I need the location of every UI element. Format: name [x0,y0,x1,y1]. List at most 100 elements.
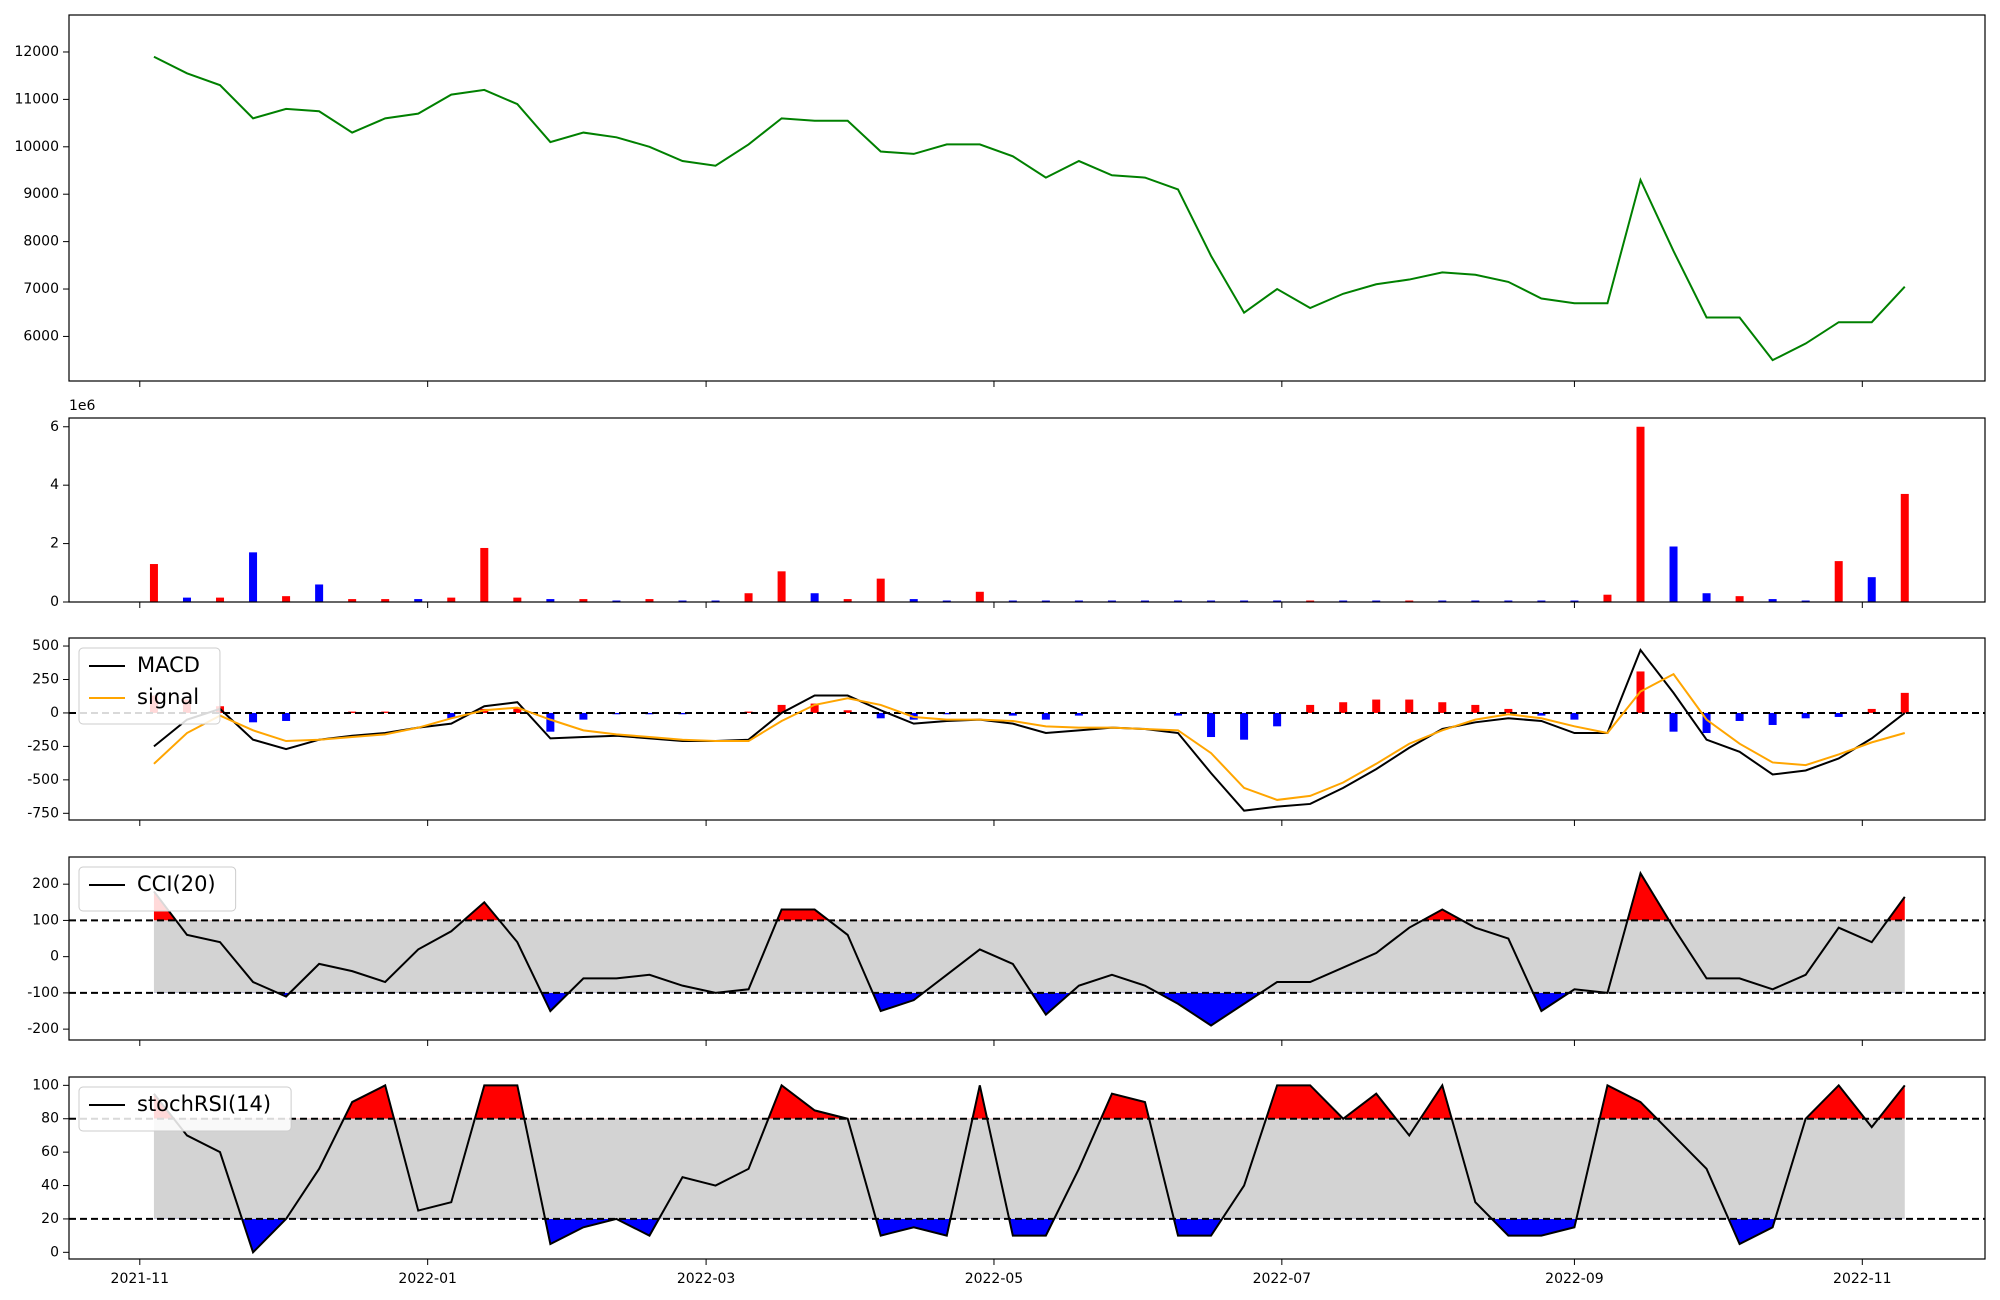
y-tick-label: 4 [50,477,59,493]
bar [1669,546,1678,602]
plot-area [69,648,1985,812]
y-tick-label: 100 [32,912,59,928]
bar [579,599,588,602]
bar [381,599,390,602]
y-tick-label: 9000 [23,186,59,202]
bar [1438,600,1447,602]
bar [810,593,819,602]
y-tick-label: 20 [41,1211,59,1227]
axes-frame [68,1076,1986,1260]
plot-area [149,426,1909,602]
bar [1900,493,1909,602]
y-tick-label: 40 [41,1178,59,1194]
legend-box [78,866,237,912]
line [153,648,1906,812]
y-tick-label: 60 [41,1144,59,1160]
bar [282,596,291,602]
bar [1735,596,1744,602]
y-tick-label: 0 [50,949,59,965]
bar [1008,712,1017,716]
bar [414,599,423,602]
bar [1074,712,1083,716]
bar [315,584,324,602]
y-tick-label: 0 [50,705,59,721]
bar [1603,594,1612,602]
bar [1339,600,1348,602]
bar [810,703,819,713]
bar [843,710,852,713]
bar [1273,712,1282,727]
bar [1207,600,1216,602]
band-fill [153,1118,1905,1219]
plot-area [153,55,1906,362]
bar [579,712,588,720]
x-tick-label: 2022-01 [398,1271,457,1287]
bar [1207,712,1216,738]
bar [1636,426,1645,602]
bar [249,712,258,723]
bar [1537,712,1546,716]
bar [1372,600,1381,602]
bar [1834,712,1843,717]
bar [612,712,621,715]
bar [1339,702,1348,713]
bar [1140,600,1149,602]
y-tick-label: 10000 [14,139,59,155]
bar [1702,712,1711,734]
bar [678,712,687,715]
bar [744,711,753,713]
bar [381,711,390,713]
axes-frame [68,637,1986,821]
y-tick-label: 7000 [23,281,59,297]
y-tick-label: 80 [41,1111,59,1127]
legend-box [78,1086,292,1132]
axes-frame [68,14,1986,382]
band-fill [153,920,1905,993]
x-tick-label: 2022-03 [677,1271,736,1287]
bar [546,599,555,602]
bar [777,704,786,713]
y-tick-label: 250 [32,671,59,687]
y-tick-label: 500 [32,638,59,654]
bar [513,597,522,602]
y-tick-label: 2 [50,536,59,552]
bar [1306,704,1315,713]
y-tick-label: 6 [50,419,59,435]
bar [942,600,951,602]
bar [513,707,522,713]
bar [678,600,687,602]
bar [1041,712,1050,720]
bar [645,599,654,602]
bar [1801,600,1810,602]
bar [645,712,654,715]
bar [149,564,158,602]
bar [480,547,489,602]
line [153,870,1906,1027]
x-tick-label: 2022-11 [1833,1271,1892,1287]
bar [1702,593,1711,602]
legend-label: stochRSI(14) [137,1092,271,1116]
bar [1768,712,1777,725]
y-tick-label: -100 [27,985,59,1001]
axes-frame [68,856,1986,1041]
bar [1735,712,1744,721]
bar [1504,600,1513,602]
bar [975,591,984,602]
legend-label: signal [137,685,199,709]
y-tick-label: -250 [27,738,59,754]
bar [1768,599,1777,602]
y-tick-label: 12000 [14,44,59,60]
x-tick-label: 2022-09 [1545,1271,1604,1287]
bar [216,597,225,602]
y-tick-label: 200 [32,876,59,892]
y-tick-label: 8000 [23,234,59,250]
bar [1041,600,1050,602]
bar [909,599,918,602]
x-tick-label: 2021-11 [111,1271,170,1287]
bar [546,712,555,732]
x-tick-label: 2022-05 [965,1271,1024,1287]
bar [1405,699,1414,713]
bar [1306,600,1315,602]
bar [1008,600,1017,602]
bar [282,712,291,721]
